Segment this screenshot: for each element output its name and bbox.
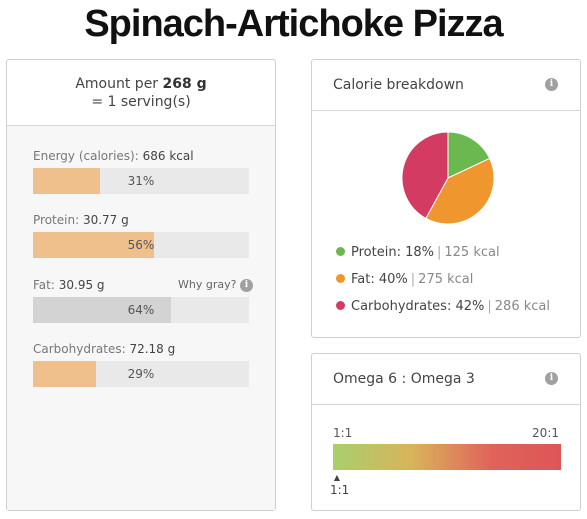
legend-percent: 40%	[378, 272, 408, 287]
nutrient-label: Protein:	[33, 213, 80, 227]
legend-name: Protein:	[351, 245, 401, 260]
nutrient-fat: Fat: 30.95 g Why gray? i 64%	[33, 277, 253, 323]
nutrient-bar: 56%	[33, 232, 249, 258]
info-icon[interactable]: i	[545, 78, 558, 91]
calorie-breakdown-title: Calorie breakdown	[333, 77, 464, 93]
why-gray-label[interactable]: Why gray?	[178, 278, 237, 291]
nutrient-bar: 64%	[33, 297, 249, 323]
nutrition-card: Amount per 268 g = 1 serving(s) Energy (…	[6, 59, 276, 511]
omega-marker-arrow-icon: ▲	[333, 473, 341, 482]
legend-percent: 18%	[405, 245, 434, 260]
nutrient-bar-fill	[33, 232, 154, 258]
omega-ratio-bar	[333, 444, 561, 470]
omega-header: Omega 6 : Omega 3 i	[312, 354, 580, 405]
pie-slice-protein	[447, 131, 491, 179]
calorie-breakdown-header: Calorie breakdown i	[312, 60, 580, 111]
legend-name: Fat:	[351, 272, 375, 287]
pie-slice-carbohydrates	[401, 131, 449, 219]
nutrient-value: 30.77 g	[82, 213, 129, 227]
info-icon[interactable]: i	[545, 372, 558, 385]
info-icon[interactable]: i	[240, 278, 253, 292]
nutrient-carbohydrates: Carbohydrates: 72.18 g 29%	[33, 341, 253, 387]
omega-scale: 1:1 20:1	[333, 426, 559, 442]
omega-marker: ▲ 1:1	[330, 473, 350, 497]
amount-serving: = 1 serving(s)	[91, 94, 191, 110]
nutrient-bar-fill	[33, 297, 172, 323]
amount-header: Amount per 268 g = 1 serving(s)	[7, 60, 275, 126]
amount-weight: 268 g	[162, 76, 207, 92]
nutrient-value: 72.18 g	[129, 342, 176, 356]
nutrient-protein: Protein: 30.77 g 56%	[33, 212, 253, 258]
legend-dot	[336, 274, 345, 283]
nutrient-label: Energy (calories):	[33, 149, 139, 163]
omega-title: Omega 6 : Omega 3	[333, 371, 475, 387]
legend-name: Carbohydrates:	[351, 299, 452, 314]
legend-dot	[336, 301, 345, 310]
legend-kcal: 286 kcal	[494, 299, 550, 314]
nutrient-energy: Energy (calories): 686 kcal 31%	[33, 148, 253, 194]
nutrient-value: 686 kcal	[142, 149, 194, 163]
nutrient-percent: 64%	[127, 303, 155, 317]
calorie-breakdown-card: Calorie breakdown i Protein: 18% | 125 kca…	[311, 59, 581, 338]
legend-percent: 42%	[455, 299, 485, 314]
legend-fat: Fat: 40% | 275 kcal	[336, 272, 473, 287]
nutrient-bar: 29%	[33, 361, 249, 387]
calorie-pie-chart	[401, 131, 495, 225]
nutrient-label: Fat:	[33, 278, 55, 292]
nutrient-percent: 29%	[127, 367, 155, 381]
nutrient-bar-fill	[33, 168, 100, 194]
omega-scale-min: 1:1	[333, 426, 353, 440]
legend-dot	[336, 247, 345, 256]
nutrient-list: Energy (calories): 686 kcal 31% Protein:…	[7, 126, 275, 510]
omega-marker-label: 1:1	[330, 483, 350, 497]
nutrient-bar: 31%	[33, 168, 249, 194]
nutrient-value: 30.95 g	[58, 278, 105, 292]
why-gray-link[interactable]: Why gray? i	[178, 277, 253, 293]
nutrient-label: Carbohydrates:	[33, 342, 126, 356]
legend-kcal: 275 kcal	[418, 272, 474, 287]
omega-scale-max: 20:1	[532, 426, 559, 440]
page-title: Spinach-Artichoke Pizza	[84, 3, 503, 45]
legend-kcal: 125 kcal	[444, 245, 500, 260]
legend-protein: Protein: 18% | 125 kcal	[336, 245, 500, 260]
pie-slice-fat	[425, 157, 495, 225]
omega-ratio-card: Omega 6 : Omega 3 i 1:1 20:1 ▲ 1:1	[311, 353, 581, 511]
amount-prefix: Amount per	[75, 76, 159, 92]
legend-carbohydrates: Carbohydrates: 42% | 286 kcal	[336, 299, 550, 314]
nutrient-bar-fill	[33, 361, 96, 387]
nutrient-percent: 56%	[127, 238, 155, 252]
nutrient-percent: 31%	[127, 174, 155, 188]
